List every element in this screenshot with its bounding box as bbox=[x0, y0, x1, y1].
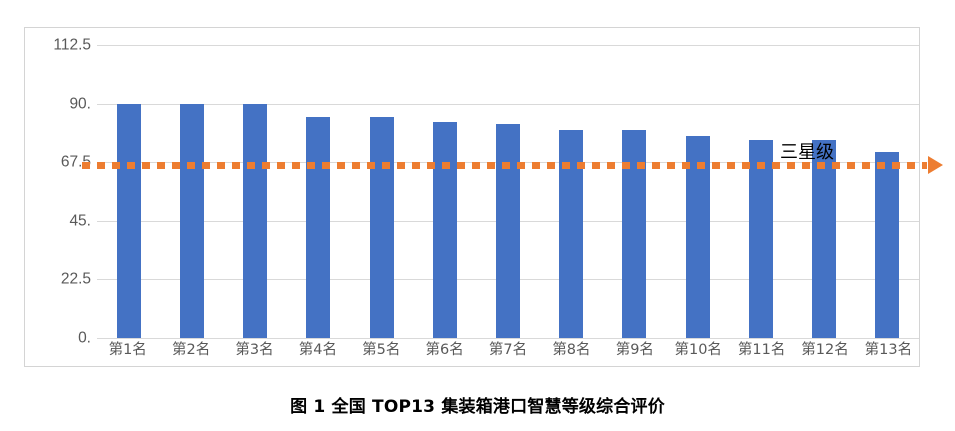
x-axis-tick-label: 第7名 bbox=[488, 342, 528, 358]
bar-slot bbox=[666, 28, 729, 338]
bar-slot bbox=[160, 28, 223, 338]
x-axis-tick-label: 第4名 bbox=[298, 342, 337, 358]
bar bbox=[243, 103, 268, 338]
y-axis-tick-label: 45. bbox=[69, 212, 91, 230]
bar-series bbox=[97, 28, 919, 338]
threshold-label: 三星级 bbox=[780, 142, 834, 164]
x-axis-tick-label: 第13名 bbox=[864, 342, 913, 358]
x-axis-tick-label: 第9名 bbox=[615, 342, 654, 358]
threshold-arrow-icon bbox=[928, 156, 943, 175]
chart-frame: 0. 22.5 45. 67.5 90. 112.5 bbox=[24, 27, 920, 367]
y-axis: 0. 22.5 45. 67.5 90. 112.5 bbox=[29, 28, 91, 366]
y-axis-tick-label: 112.5 bbox=[53, 36, 91, 54]
x-axis-tick-label: 第10名 bbox=[674, 342, 722, 358]
bar bbox=[685, 136, 710, 338]
bar bbox=[559, 129, 584, 338]
bar bbox=[306, 116, 331, 338]
bar bbox=[432, 121, 457, 338]
figure-caption: 图 1 全国 TOP13 集装箱港口智慧等级综合评价 bbox=[290, 397, 665, 417]
bar bbox=[179, 103, 204, 338]
x-axis-tick-label: 第6名 bbox=[425, 342, 464, 358]
y-axis-tick-label: 0. bbox=[78, 329, 91, 347]
x-axis-tick-label: 第2名 bbox=[171, 342, 211, 358]
x-axis-tick-label: 第12名 bbox=[801, 342, 849, 358]
plot-area bbox=[97, 28, 919, 366]
x-axis-tick-label: 第8名 bbox=[552, 342, 591, 358]
bar bbox=[116, 103, 141, 338]
bar-slot bbox=[793, 28, 856, 338]
bar-slot bbox=[540, 28, 603, 338]
bar-slot bbox=[223, 28, 286, 338]
bar-slot bbox=[97, 28, 160, 338]
x-axis: 第1名 第2名 第3名 第4名 第5名 第6名 第7名 第8名 第9名 第10名 第11名 第12名第… bbox=[96, 340, 920, 360]
x-axis-tick-label: 第1名 bbox=[108, 342, 147, 358]
threshold-line bbox=[82, 162, 927, 170]
bar-slot bbox=[350, 28, 413, 338]
y-axis-tick-label: 22.5 bbox=[60, 270, 91, 288]
bar bbox=[496, 124, 521, 338]
gridline bbox=[97, 338, 919, 339]
bar-slot bbox=[603, 28, 666, 338]
bar-slot bbox=[729, 28, 792, 338]
bar bbox=[369, 116, 394, 338]
x-axis-tick-label: 第3名 bbox=[235, 342, 274, 358]
bar-slot bbox=[856, 28, 919, 338]
bar bbox=[622, 129, 647, 338]
gridline bbox=[97, 45, 919, 46]
x-axis-tick-label: 第5名 bbox=[362, 342, 401, 358]
bar-slot bbox=[413, 28, 476, 338]
x-axis-tick-label: 第11名 bbox=[737, 342, 786, 358]
gridline bbox=[97, 103, 919, 105]
bar bbox=[875, 151, 900, 338]
y-axis-tick-label: 90. bbox=[69, 94, 91, 112]
bar bbox=[748, 140, 773, 338]
bar-slot bbox=[476, 28, 539, 338]
bar bbox=[812, 140, 837, 338]
bar-slot bbox=[287, 28, 350, 338]
